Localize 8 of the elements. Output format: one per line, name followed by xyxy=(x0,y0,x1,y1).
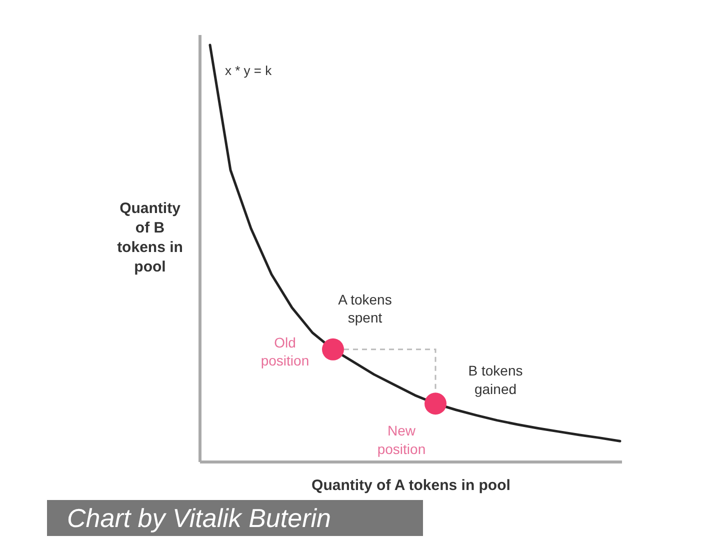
annotation: New position xyxy=(377,422,426,457)
y-axis-title: Quantity of B tokens in pool xyxy=(117,200,183,276)
annotation: x * y = k xyxy=(225,63,272,78)
annotation: A tokens spent xyxy=(338,291,392,326)
x-axis-title: Quantity of A tokens in pool xyxy=(312,477,510,494)
annotation: B tokens gained xyxy=(468,362,523,397)
text: Chart by Vitalik Buterin xyxy=(67,503,331,533)
annotation: Old position xyxy=(260,334,310,369)
